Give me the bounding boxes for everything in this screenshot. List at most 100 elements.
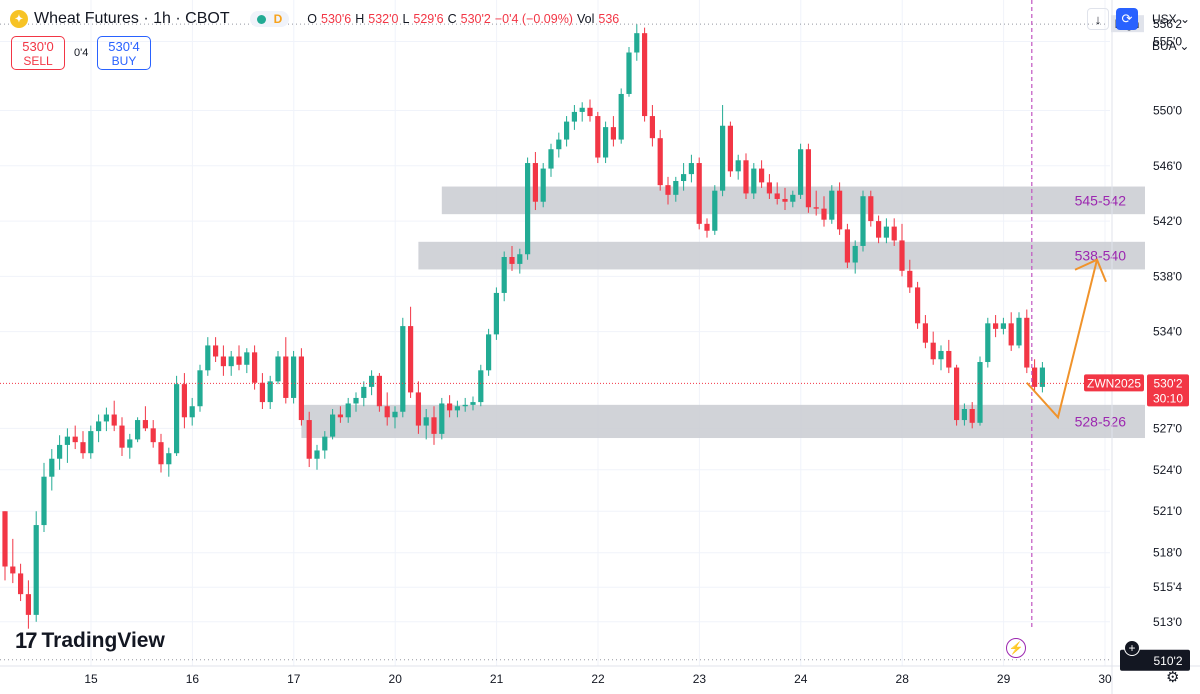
candle-body-up (330, 414, 336, 437)
candle-body-up (291, 356, 297, 398)
tradingview-logo-icon: 17 (15, 628, 38, 653)
lightning-icon[interactable]: ⚡ (1006, 638, 1026, 658)
candle-body-down (696, 163, 702, 224)
gear-icon[interactable]: ⚙ (1166, 669, 1180, 686)
ohlc-open-label: O (307, 12, 318, 26)
candle-body-down (587, 107, 593, 117)
volume-label: Vol (576, 12, 595, 26)
candle-body-down (384, 406, 390, 418)
candle-body-up (57, 444, 63, 459)
candle-body-down (337, 414, 343, 418)
sell-button[interactable]: 530'0 SELL (11, 36, 65, 70)
candle-body-up (829, 190, 835, 220)
candle-body-up (400, 326, 406, 412)
y-tick-label: 515'4 (1153, 580, 1182, 594)
zone-label: 545-542 (1075, 192, 1127, 208)
candle-body-up (49, 458, 55, 477)
symbol-legend: ✦ Wheat Futures · 1h · CBOT D O 530'6 H 53… (10, 8, 619, 30)
bar-countdown: 30:10 (1153, 391, 1183, 405)
candle-body-up (735, 160, 741, 172)
price-tag-bg (1147, 374, 1189, 407)
y-tick-label: 538'0 (1153, 269, 1182, 283)
candle-body-up (977, 362, 983, 423)
y-tick-label: 513'0 (1153, 615, 1182, 629)
unit-value: BUA (1152, 39, 1177, 53)
ohlc-close-label: C (447, 12, 457, 26)
candle-body-down (447, 403, 453, 411)
low-tag-bg (1120, 649, 1190, 671)
buy-button[interactable]: 530'4 BUY (97, 36, 151, 70)
candle-body-down (283, 356, 289, 398)
zone-layer (301, 186, 1145, 439)
candle-body-down (922, 323, 928, 343)
candle-body-up (790, 194, 796, 202)
candle-body-down (142, 420, 148, 429)
candle-body-down (907, 270, 913, 288)
candle-body-down (111, 414, 117, 426)
buy-label: BUY (111, 54, 137, 68)
candle-body-down (899, 240, 905, 271)
download-arrow-icon[interactable]: ↓ (1087, 8, 1109, 30)
candle-body-up (798, 149, 804, 195)
y-tick-label: 518'0 (1153, 546, 1182, 560)
candle-body-down (306, 420, 312, 459)
ohlc-change: −0'4 (−0.09%) (494, 12, 573, 26)
candle-body-up (860, 196, 866, 246)
x-tick-label: 30 (1098, 672, 1112, 686)
add-plus-icon[interactable]: + (1124, 640, 1140, 656)
candle-body-up (470, 402, 476, 405)
candle-body-down (408, 326, 414, 393)
candle-body-up (353, 397, 359, 404)
candle-body-down (665, 185, 671, 195)
unit-select[interactable]: BUA ⌄ (1152, 39, 1189, 53)
y-tick-label: 555'0 (1153, 34, 1182, 48)
low-tag-value: 510'2 (1154, 654, 1183, 668)
candle-body-up (392, 411, 398, 418)
candle-body-up (751, 168, 757, 194)
candle-body-up (88, 431, 94, 454)
candle-body-up (673, 181, 679, 195)
candle-body-up (33, 525, 39, 615)
candle-body-down (805, 149, 811, 208)
candle-body-up (626, 52, 632, 94)
candle-body-up (517, 254, 523, 264)
candle-body-up (174, 384, 180, 454)
candle-body-down (930, 342, 936, 360)
candle-body-down (774, 193, 780, 199)
candle-body-down (158, 442, 164, 465)
candle-body-up (486, 334, 492, 371)
candle-body-up (571, 111, 577, 122)
candle-body-up (712, 190, 718, 231)
candle-body-down (376, 375, 382, 407)
chevron-down-icon: ⌄ (1180, 12, 1191, 26)
candle-body-up (564, 121, 570, 140)
candle-body-up (41, 476, 47, 526)
y-tick-label: 550'0 (1153, 104, 1182, 118)
sync-icon[interactable]: ⟳ (1116, 8, 1138, 30)
x-tick-label: 28 (896, 672, 910, 686)
spread-value: 0'4 (74, 47, 89, 59)
candle-body-up (244, 352, 250, 365)
price-tag-value: 530'2 (1154, 376, 1183, 390)
candle-body-down (766, 182, 772, 194)
candle-body-down (595, 116, 601, 158)
x-tick-label: 21 (490, 672, 504, 686)
currency-select[interactable]: USX ⌄ (1152, 12, 1190, 26)
tradingview-watermark[interactable]: 17 TradingView (15, 628, 165, 654)
candle-body-up (681, 174, 687, 182)
market-open-dot-icon (256, 14, 266, 24)
candle-body-up (103, 414, 109, 422)
candle-body-up (720, 125, 726, 191)
candle-body-down (25, 594, 31, 615)
ohlc-low-value: 529'6 (413, 12, 444, 26)
x-tick-label: 24 (794, 672, 808, 686)
market-status-pill[interactable]: D (249, 11, 290, 27)
candle-body-down (1032, 367, 1038, 387)
candle-body-down (993, 323, 999, 329)
candle-body-up (369, 375, 375, 387)
high-tag-value: 556'2 (1153, 17, 1182, 31)
symbol-title[interactable]: Wheat Futures · 1h · CBOT (34, 10, 230, 27)
candle-body-down (759, 168, 765, 183)
